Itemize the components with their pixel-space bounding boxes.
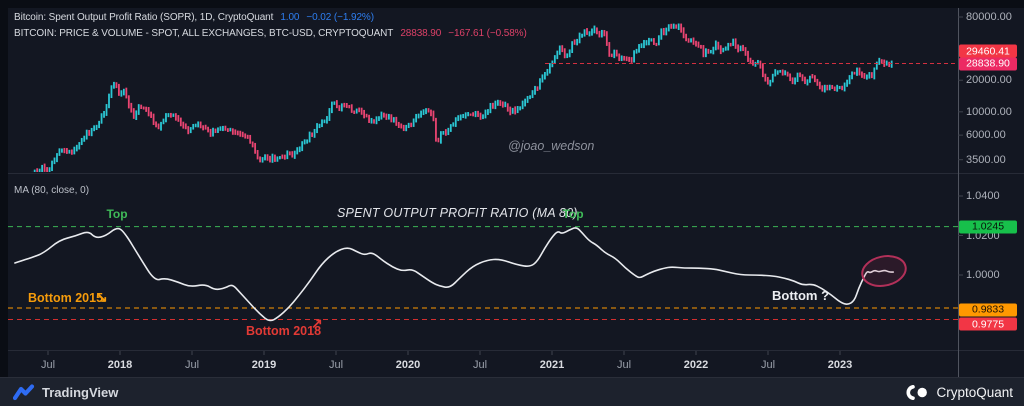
series-title-price[interactable]: BITCOIN: PRICE & VOLUME - SPOT, ALL EXCH… [14,28,394,39]
annotation-bottom-2015[interactable]: Bottom 2015 [28,291,104,305]
x-label-year: 2019 [251,359,277,371]
series-change-price: −167.61 (−0.58%) [448,28,527,39]
x-label-year: 2018 [107,359,133,371]
x-label-year: 2021 [539,359,565,371]
x-label-year: 2020 [395,359,421,371]
cryptoquant-link[interactable]: CryptoQuant [904,378,1013,406]
price-tick-label: 20000.00 [966,74,1012,87]
legend-row-sopr[interactable]: Bitcoin: Spent Output Profit Ratio (SOPR… [14,12,374,23]
x-label-month: Jul [760,359,776,371]
price-tick-label: 3500.00 [966,153,1006,166]
watermark: @joao_wedson [508,139,595,153]
sopr-tick-label: 1.0000 [966,269,1000,281]
sopr-tick-label: 1.0400 [966,190,1000,202]
tradingview-logo-icon [13,384,35,401]
sopr-badge: 1.0245 [959,220,1017,234]
annotation-top-2021[interactable]: Top [562,207,584,221]
tradingview-brand-label: TradingView [42,385,119,400]
x-label-year: 2023 [827,359,853,371]
cryptoquant-logo-icon [906,385,928,400]
series-change-sopr: −0.02 (−1.92%) [306,12,374,23]
price-scale[interactable]: 80000.00 20000.00 10000.00 6000.00 3500.00 1.… [958,8,1024,350]
time-scale[interactable]: Jul 2018 Jul 2019 Jul 2020 Jul 2021 Jul 2022 Jul 20… [8,350,958,377]
sopr-badge: 0.9833 [959,303,1017,317]
x-label-year: 2022 [683,359,709,371]
highlight-ellipse[interactable] [859,252,908,290]
series-title-sopr[interactable]: Bitcoin: Spent Output Profit Ratio (SOPR… [14,12,274,23]
legend-row-price[interactable]: BITCOIN: PRICE & VOLUME - SPOT, ALL EXCH… [14,28,527,39]
annotation-bottom-question[interactable]: Bottom ? [772,288,830,303]
price-tick-label: 80000.00 [966,11,1012,23]
annotation-bottom-2018[interactable]: Bottom 2018 [246,324,322,338]
tradingview-link[interactable]: TradingView [13,378,118,406]
x-label-month: Jul [472,359,488,371]
x-label-month: Jul [184,359,200,371]
series-value-price: 28838.90 [400,28,442,39]
annotation-top-2018[interactable]: Top [106,207,128,221]
chart-background [8,8,1024,377]
price-tick-label: 6000.00 [966,129,1006,142]
x-label-month: Jul [328,359,344,371]
panel-title: SPENT OUTPUT PROFIT RATIO (MA 80) [337,206,578,220]
arrow-up-right-icon: ↗ [311,315,323,331]
arrow-down-right-icon: ↘ [96,289,108,305]
series-value-sopr: 1.00 [280,12,300,23]
x-label-month: Jul [40,359,56,371]
ma-indicator-legend[interactable]: MA (80, close, 0) [14,185,90,196]
price-tick-label: 10000.00 [966,105,1012,118]
x-label-month: Jul [616,359,632,371]
footer-bar: TradingView CryptoQuant [0,377,1024,406]
price-badge: 29460.41 [959,44,1017,58]
sopr-badge: 0.9775 [959,317,1017,331]
cryptoquant-brand-label: CryptoQuant [936,385,1013,400]
price-badge: 28838.90 [959,57,1017,71]
